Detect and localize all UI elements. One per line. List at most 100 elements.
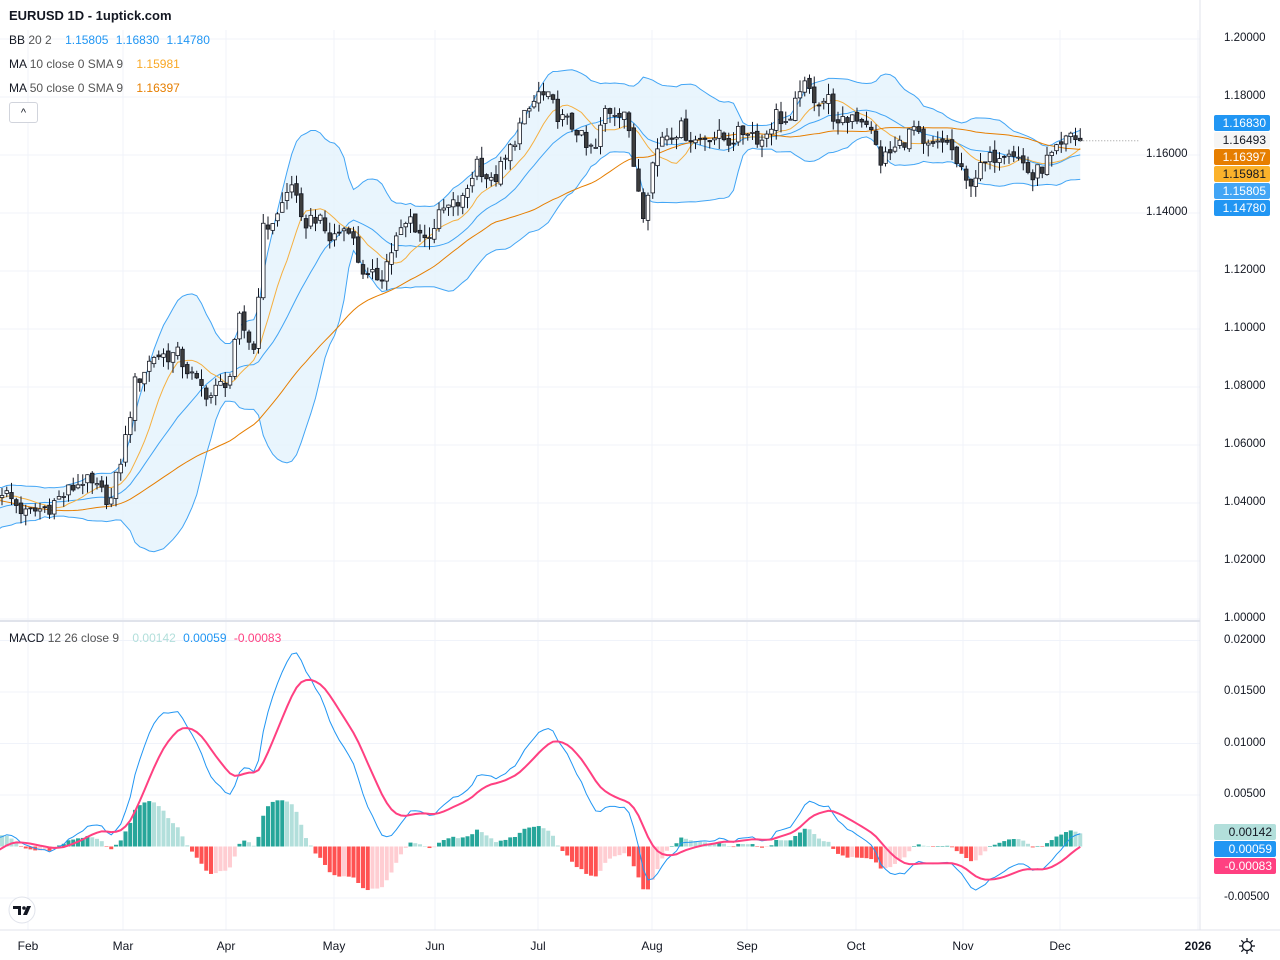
candle-up[interactable] xyxy=(997,158,1002,164)
candle-up[interactable] xyxy=(736,125,741,143)
candle-up[interactable] xyxy=(189,371,195,374)
candle-up[interactable] xyxy=(489,176,494,181)
candle-up[interactable] xyxy=(892,146,898,152)
candle-up[interactable] xyxy=(0,495,5,498)
legend-bb[interactable]: BB 20 2 1.15805 1.16830 1.14780 xyxy=(9,33,210,47)
candle-down[interactable] xyxy=(845,117,850,123)
candle-down[interactable] xyxy=(569,112,575,130)
tradingview-logo-icon[interactable] xyxy=(4,896,40,924)
candle-up[interactable] xyxy=(907,128,912,150)
candle-down[interactable] xyxy=(854,112,860,122)
candle-down[interactable] xyxy=(959,163,964,168)
candle-up[interactable] xyxy=(712,137,717,141)
candle-down[interactable] xyxy=(356,236,361,263)
candle-up[interactable] xyxy=(565,115,570,118)
candle-up[interactable] xyxy=(261,222,266,299)
candle-up[interactable] xyxy=(503,157,508,160)
candle-down[interactable] xyxy=(137,378,142,383)
candle-down[interactable] xyxy=(555,98,560,123)
candle-down[interactable] xyxy=(322,217,328,232)
candle-down[interactable] xyxy=(888,149,893,154)
candle-down[interactable] xyxy=(550,94,556,100)
candle-down[interactable] xyxy=(641,192,646,219)
candle-up[interactable] xyxy=(227,376,233,386)
candle-down[interactable] xyxy=(18,502,24,515)
candle-down[interactable] xyxy=(71,484,76,491)
candle-up[interactable] xyxy=(531,100,537,108)
candle-up[interactable] xyxy=(332,233,337,241)
candle-up[interactable] xyxy=(470,177,475,187)
candle-down[interactable] xyxy=(831,93,836,122)
candle-down[interactable] xyxy=(949,139,955,151)
candle-down[interactable] xyxy=(455,202,461,207)
candle-up[interactable] xyxy=(75,484,81,489)
candle-up[interactable] xyxy=(935,140,940,143)
candle-down[interactable] xyxy=(9,492,14,500)
candle-down[interactable] xyxy=(964,168,969,181)
candle-up[interactable] xyxy=(1068,132,1073,137)
candle-up[interactable] xyxy=(1044,154,1050,175)
candle-down[interactable] xyxy=(1002,155,1007,158)
candle-up[interactable] xyxy=(113,471,119,499)
candle-down[interactable] xyxy=(294,183,299,196)
candle-down[interactable] xyxy=(816,104,822,107)
candle-up[interactable] xyxy=(512,144,518,147)
candle-down[interactable] xyxy=(180,348,185,368)
candle-up[interactable] xyxy=(80,483,85,486)
candle-up[interactable] xyxy=(52,500,57,515)
candle-down[interactable] xyxy=(47,504,52,515)
candle-down[interactable] xyxy=(1040,166,1045,174)
candle-up[interactable] xyxy=(1035,164,1040,179)
candle-down[interactable] xyxy=(351,231,356,239)
candle-up[interactable] xyxy=(109,497,114,505)
candle-up[interactable] xyxy=(408,216,413,224)
candle-down[interactable] xyxy=(242,311,247,331)
candle-up[interactable] xyxy=(256,296,261,349)
candle-down[interactable] xyxy=(493,174,499,183)
candle-down[interactable] xyxy=(669,137,674,140)
candle-up[interactable] xyxy=(693,139,698,144)
settings-gear-icon[interactable] xyxy=(1238,937,1256,955)
candle-down[interactable] xyxy=(584,131,589,148)
candle-down[interactable] xyxy=(417,229,423,234)
candle-down[interactable] xyxy=(721,132,727,141)
candle-down[interactable] xyxy=(1011,151,1016,157)
candle-down[interactable] xyxy=(1021,155,1026,164)
candle-down[interactable] xyxy=(812,86,817,104)
candle-up[interactable] xyxy=(118,463,123,474)
price-pane[interactable] xyxy=(0,69,1140,553)
candle-up[interactable] xyxy=(465,188,470,198)
candle-up[interactable] xyxy=(37,508,43,512)
candle-up[interactable] xyxy=(560,114,565,120)
candle-up[interactable] xyxy=(664,135,670,141)
candle-up[interactable] xyxy=(498,161,503,185)
candle-down[interactable] xyxy=(346,228,351,234)
candle-up[interactable] xyxy=(588,144,594,147)
candle-up[interactable] xyxy=(603,108,608,124)
legend-ma50[interactable]: MA 50 close 0 SMA 9 1.16397 xyxy=(9,81,180,95)
candle-up[interactable] xyxy=(655,148,660,167)
candle-up[interactable] xyxy=(341,228,347,232)
candle-down[interactable] xyxy=(337,231,342,234)
candle-down[interactable] xyxy=(422,234,427,239)
candle-up[interactable] xyxy=(432,228,437,240)
candle-down[interactable] xyxy=(698,137,703,140)
legend-macd[interactable]: MACD 12 26 close 9 0.00142 0.00059 -0.00… xyxy=(9,631,281,645)
candle-up[interactable] xyxy=(147,360,152,372)
candle-down[interactable] xyxy=(90,472,95,484)
candle-down[interactable] xyxy=(859,119,864,123)
candle-up[interactable] xyxy=(759,139,765,147)
candle-up[interactable] xyxy=(436,209,442,229)
candle-up[interactable] xyxy=(85,474,90,484)
collapse-legend-button[interactable]: ^ xyxy=(9,102,38,123)
candle-up[interactable] xyxy=(788,118,793,121)
candle-down[interactable] xyxy=(204,387,209,400)
candle-up[interactable] xyxy=(926,142,931,146)
candle-up[interactable] xyxy=(61,496,66,498)
candle-down[interactable] xyxy=(223,382,228,389)
candle-up[interactable] xyxy=(280,202,285,213)
candle-down[interactable] xyxy=(864,120,869,125)
candle-down[interactable] xyxy=(992,149,997,163)
candle-down[interactable] xyxy=(541,91,546,96)
candle-up[interactable] xyxy=(527,108,532,112)
